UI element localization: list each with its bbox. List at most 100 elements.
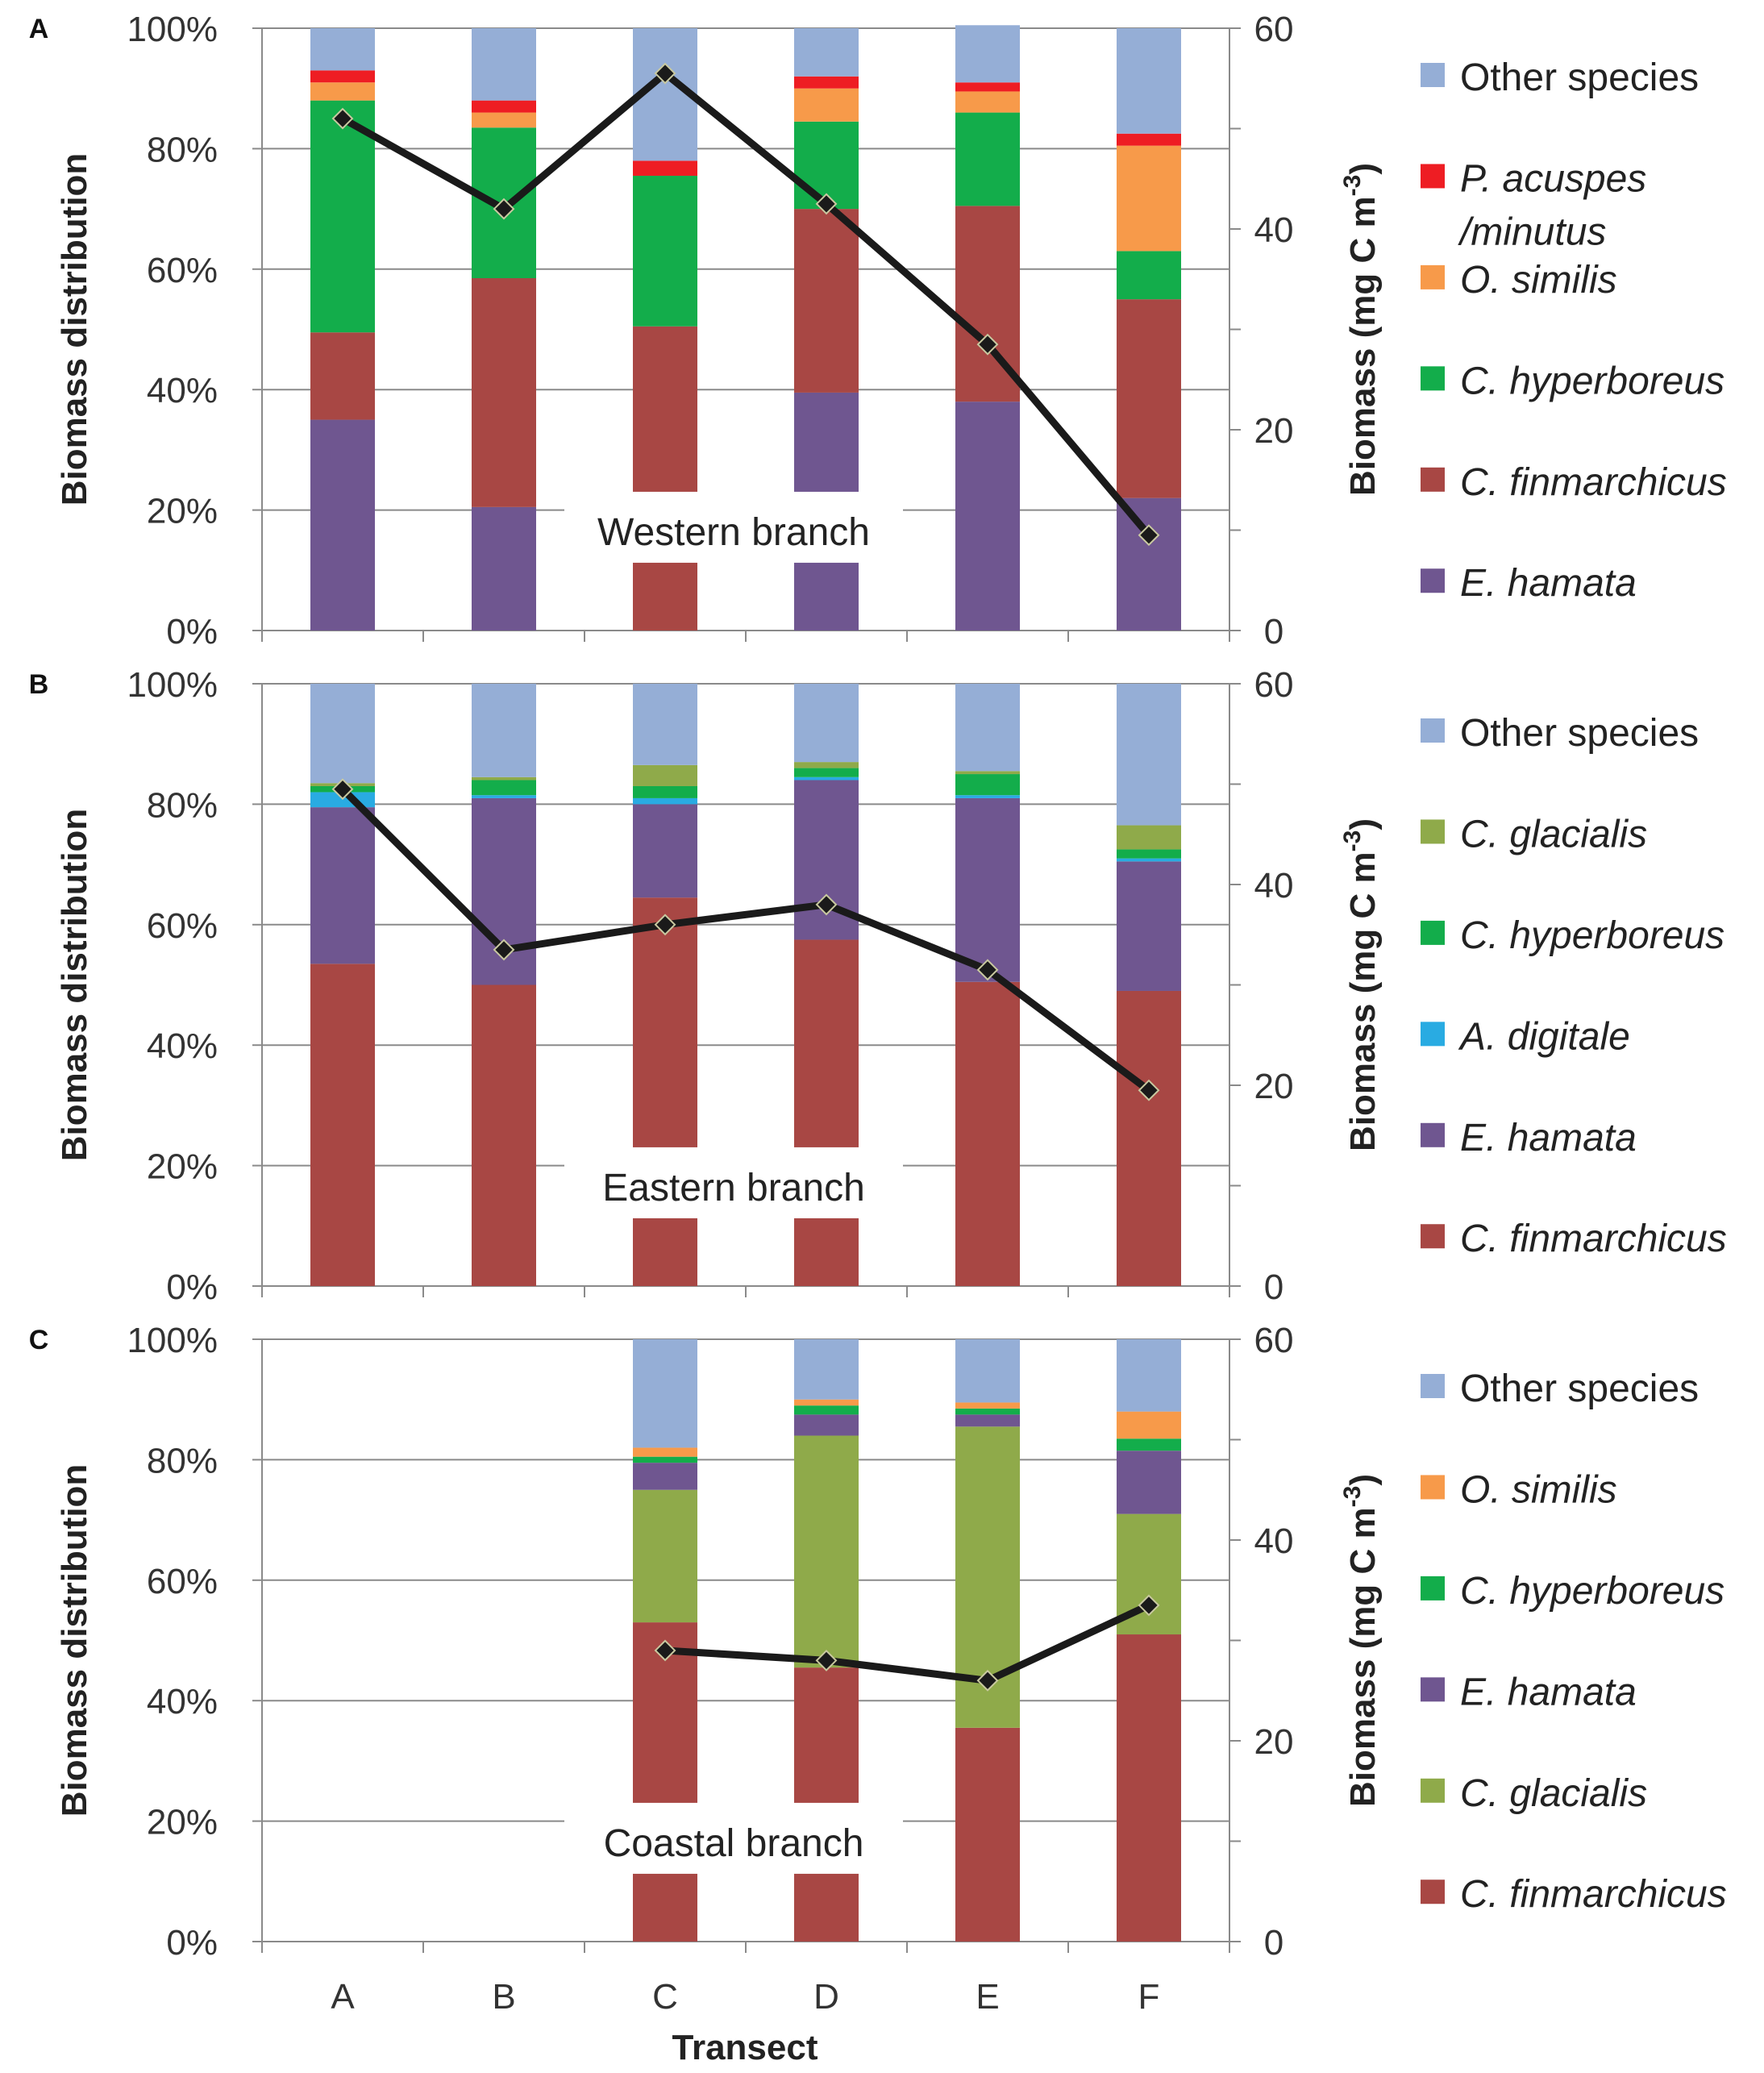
legend-label-e-hamata: E. hamata [1460, 1671, 1637, 1713]
bar-b-c-a-digitale [633, 797, 697, 805]
bar-a-a-e-hamata [310, 419, 375, 631]
panel-letter-a: A [29, 14, 49, 44]
panel-c: C 0% 20% 40% 60% 80% 100% 0 20 40 60 Coastal branch… [29, 1321, 1727, 2017]
bar-a-b-c-finmarchicus [472, 278, 536, 507]
bar-b-e-c-hyperboreus [955, 774, 1020, 796]
bar-b-c-c-glacialis [633, 764, 697, 786]
branch-label-box [564, 1802, 903, 1874]
left-tick-label: 60% [147, 1562, 218, 1601]
y2-axis-title: Biomass (mg C m-3) [1339, 1474, 1383, 1807]
biomass-marker [654, 62, 676, 85]
legend-swatch-o-similis [1421, 264, 1445, 289]
biomass-marker [654, 1639, 676, 1662]
legend-label-line: Other species [1460, 56, 1699, 99]
bar-c-d-o-similis [794, 1399, 859, 1406]
legend-label-c-hyperboreus: C. hyperboreus [1460, 360, 1724, 402]
legend-label-line: E. hamata [1460, 562, 1637, 605]
bar-b-a-other-species [310, 684, 375, 784]
branch-label: Coastal branch [604, 1822, 864, 1865]
y2-axis-title-superscript: -3 [1339, 175, 1366, 197]
bar-a-b-o-similis [472, 112, 536, 128]
legend-swatch-other-species [1421, 1374, 1445, 1398]
bar-b-e-c-glacialis [955, 771, 1020, 775]
left-tick-label: 80% [147, 130, 218, 169]
bar-a-a-other-species [310, 28, 375, 71]
legend-label-c-glacialis: C. glacialis [1460, 813, 1647, 855]
legend-swatch-c-finmarchicus [1421, 1224, 1445, 1249]
biomass-marker [654, 914, 676, 936]
bar-c-d-e-hamata [794, 1414, 859, 1436]
legend-label-c-glacialis: C. glacialis [1460, 1772, 1647, 1815]
bar-c-f-other-species [1117, 1339, 1181, 1412]
bar-b-f-a-digitale [1117, 858, 1181, 862]
legend-label-c-finmarchicus: C. finmarchicus [1460, 1218, 1727, 1260]
bar-a-a-c-hyperboreus [310, 100, 375, 333]
legend-swatch-c-hyperboreus [1421, 920, 1445, 945]
legend-label-line: P. acuspes [1460, 157, 1646, 200]
right-tick-label: 40 [1254, 1521, 1294, 1561]
biomass-marker [331, 107, 354, 130]
bar-a-f-c-finmarchicus [1117, 299, 1181, 498]
bar-c-f-e-hamata [1117, 1451, 1181, 1514]
panel-a: A 0% 20% 40% 60% 80% 100% 0 20 40 60 Western branch… [29, 10, 1727, 651]
biomass-marker [976, 959, 999, 981]
y2-axis-title-main: Biomass (mg C m [1343, 196, 1383, 496]
legend-label-c-finmarchicus: C. finmarchicus [1460, 1873, 1727, 1916]
x-tick-label: A [331, 1977, 355, 2017]
bar-b-d-c-hyperboreus [794, 768, 859, 777]
left-tick-label: 40% [147, 371, 218, 410]
bar-a-b-other-species [472, 28, 536, 101]
y-axis-title: Biomass distribution [55, 809, 94, 1162]
panel-letter-c: C [29, 1325, 49, 1355]
legend-label-line: Other species [1460, 1367, 1699, 1410]
bar-c-c-other-species [633, 1339, 697, 1448]
bar-b-c-c-finmarchicus [633, 897, 697, 1286]
bar-b-e-a-digitale [955, 795, 1020, 798]
bar-a-e-e-hamata [955, 402, 1020, 631]
x-tick-label: D [813, 1977, 839, 2017]
bar-b-b-a-digitale [472, 795, 536, 798]
bar-b-d-other-species [794, 684, 859, 763]
branch-label: Western branch [597, 511, 870, 554]
panel-letter-b: B [29, 669, 49, 700]
bar-a-f-o-similis [1117, 145, 1181, 252]
bar-b-c-e-hamata [633, 804, 697, 898]
bar-a-e-o-similis [955, 91, 1020, 113]
bar-b-f-other-species [1117, 684, 1181, 826]
y-axis-title: Biomass distribution [55, 1464, 94, 1817]
right-tick-label: 40 [1254, 210, 1294, 250]
biomass-marker [1138, 1594, 1160, 1617]
legend-label-line: C. hyperboreus [1460, 1570, 1724, 1613]
bar-b-c-c-hyperboreus [633, 785, 697, 798]
legend-label-line: C. finmarchicus [1460, 1218, 1727, 1260]
legend-swatch-a-digitale [1421, 1022, 1445, 1047]
bar-c-f-c-finmarchicus [1117, 1634, 1181, 1942]
bar-b-b-c-glacialis [472, 776, 536, 780]
y2-axis-title-end: ) [1343, 1474, 1383, 1486]
legend-swatch-other-species [1421, 718, 1445, 743]
bar-c-c-c-glacialis [633, 1489, 697, 1623]
left-tick-label: 60% [147, 251, 218, 290]
bar-a-d-c-finmarchicus [794, 209, 859, 393]
branch-label: Eastern branch [602, 1167, 865, 1209]
legend-label-line: C. glacialis [1460, 1772, 1647, 1815]
legend-label-other-species: Other species [1460, 56, 1699, 99]
legend-swatch-c-glacialis [1421, 1778, 1445, 1803]
legend-swatch-c-hyperboreus [1421, 366, 1445, 391]
bar-a-d-o-similis [794, 88, 859, 122]
bar-a-a-c-finmarchicus [310, 332, 375, 420]
bar-a-d-p-acuspes-minutus [794, 76, 859, 89]
legend-label-line: C. finmarchicus [1460, 461, 1727, 504]
left-tick-label: 60% [147, 906, 218, 946]
bar-c-e-c-finmarchicus [955, 1727, 1020, 1942]
y2-axis-title-end: ) [1343, 163, 1383, 175]
legend-swatch-o-similis [1421, 1475, 1445, 1500]
legend-label-line: C. hyperboreus [1460, 914, 1724, 957]
bar-b-f-c-hyperboreus [1117, 849, 1181, 859]
biomass-marker [815, 1649, 838, 1671]
bar-c-c-e-hamata [633, 1463, 697, 1490]
x-axis-title: Transect [672, 2028, 818, 2067]
bar-c-d-other-species [794, 1339, 859, 1400]
legend-swatch-e-hamata [1421, 568, 1445, 593]
bar-b-e-c-finmarchicus [955, 981, 1020, 1286]
